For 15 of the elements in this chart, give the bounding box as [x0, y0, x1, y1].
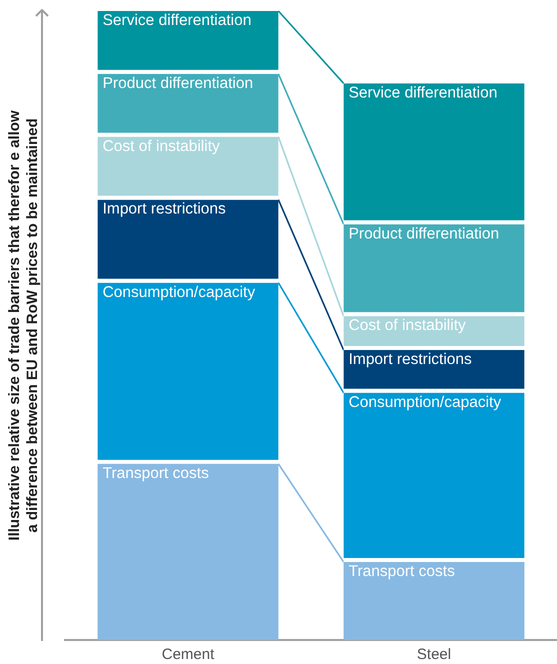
text: Consumption/capacity	[348, 394, 502, 411]
text: Import restrictions	[348, 351, 472, 368]
text: Service differentiation	[348, 84, 498, 102]
series-label: Consumption/capacity	[102, 284, 256, 301]
text: Transport costs	[102, 464, 209, 482]
y-axis-title: Illustrative relative size of trade barriers that therefor e allow a difference between EU and RoW prices to be maintained	[6, 110, 42, 541]
x-tick-label: Steel	[416, 646, 452, 664]
text: Product differentiation	[348, 225, 500, 242]
text: Cost of instability	[348, 317, 466, 334]
series-label: Transport costs	[348, 563, 456, 580]
series-label: Product differentiation	[102, 74, 254, 92]
series-label: Cost of instability	[102, 138, 220, 155]
series-label: Import restrictions	[102, 200, 226, 218]
x-tick-label: Cement	[162, 646, 216, 664]
series-label: Service differentiation	[102, 12, 252, 30]
